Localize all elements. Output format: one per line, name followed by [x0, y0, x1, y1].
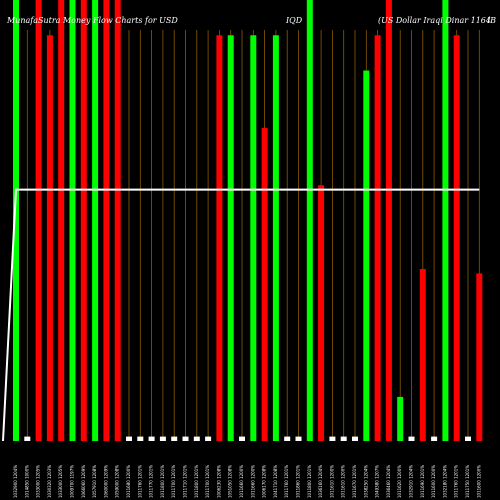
x-tick-label: 1011600 1200% — [431, 465, 436, 498]
x-tick-label: 1011760 1201% — [137, 465, 142, 498]
bar-9 — [103, 0, 110, 441]
bar-19 — [216, 35, 223, 441]
x-tick-label: 1036460 1204% — [386, 465, 391, 498]
x-tick-label: 1033000 1205% — [58, 465, 63, 498]
chart-title-part-4: IB — [486, 16, 496, 25]
x-tick-label: 1011770 1201% — [149, 465, 154, 498]
x-tick-label: 1011860 1201% — [296, 465, 301, 498]
bar-24 — [272, 35, 279, 441]
bar-8 — [92, 0, 99, 441]
bar-26 — [295, 436, 302, 441]
x-tick-label: 1036160 1204% — [318, 465, 323, 498]
bar-35 — [397, 396, 404, 441]
bar-2 — [24, 436, 31, 441]
bar-11 — [126, 436, 132, 441]
bar-30 — [340, 436, 347, 441]
bar-42 — [476, 273, 483, 441]
x-tick-label: 1041710 1208% — [273, 465, 278, 498]
bar-22 — [250, 35, 257, 441]
x-tick-label: 1011750 1201% — [465, 465, 470, 498]
x-tick-label: 1032180 1204% — [442, 465, 447, 498]
bar-23 — [261, 127, 268, 441]
chart-title-part-3: (US Dollar Iraqi Dinar 1164 — [378, 16, 491, 25]
bar-29 — [329, 436, 336, 441]
bar-1 — [13, 0, 19, 441]
bar-17 — [193, 436, 200, 441]
bar-31 — [352, 436, 358, 441]
line-layer — [2, 188, 480, 442]
x-tick-label: 1032910 1204% — [409, 465, 414, 498]
bar-15 — [171, 436, 178, 441]
x-tick-label: 1011620 1200% — [397, 465, 402, 498]
money-flow-line — [2, 188, 480, 442]
x-tick-label: 1014850 1000% — [24, 465, 29, 498]
bar-10 — [114, 0, 121, 441]
bars-layer — [13, 0, 483, 441]
x-tick-label: 1011660 1200% — [239, 465, 244, 498]
bar-33 — [374, 35, 381, 441]
x-tick-label: 1011700 1201% — [171, 465, 176, 498]
x-tick-label: 1011670 1201% — [352, 465, 357, 498]
ticks-layer: 1032900 1204% 1014850 1000% 1033000 1205% 1… — [13, 465, 481, 498]
bar-40 — [453, 35, 460, 441]
bar-13 — [148, 436, 155, 441]
x-tick-label: 1032900 1204% — [13, 465, 18, 498]
bar-18 — [205, 436, 212, 441]
bar-16 — [182, 436, 189, 441]
x-tick-label: 1066060 1209% — [81, 465, 86, 498]
x-tick-label: 1011700 1201% — [205, 465, 210, 498]
x-tick-label: 1011760 1201% — [284, 465, 289, 498]
bar-28 — [318, 185, 325, 441]
bar-7 — [80, 0, 87, 441]
x-tick-label: 1011610 1200% — [341, 465, 346, 498]
chart-title-part-1: MunafaSutra Money Flow Charts for USD — [6, 16, 178, 25]
x-tick-label: 1011800 1201% — [194, 465, 199, 498]
x-tick-label: 1011680 1200% — [126, 465, 131, 498]
bar-21 — [239, 436, 245, 441]
x-tick-label: 1006170 1208% — [262, 465, 267, 498]
x-tick-label: 1011710 1201% — [183, 465, 188, 498]
x-tick-label: 1011760 1201% — [454, 465, 459, 498]
x-tick-label: 1011690 1201% — [420, 465, 425, 498]
x-tick-label: 1051050 1208% — [228, 465, 233, 498]
title-layer: MunafaSutra Money Flow Charts for USD IQ… — [6, 16, 496, 25]
bar-41 — [465, 436, 471, 441]
bar-5 — [58, 0, 65, 441]
bar-39 — [442, 0, 449, 441]
x-tick-label: 1038250 1204% — [363, 465, 368, 498]
bar-36 — [408, 436, 415, 441]
bar-37 — [419, 269, 426, 441]
bar-34 — [385, 0, 392, 441]
x-tick-label: 1009700 1197% — [70, 465, 75, 498]
bar-4 — [46, 35, 53, 441]
bar-14 — [159, 436, 166, 441]
x-tick-label: 1033000 1205% — [36, 465, 41, 498]
bar-38 — [431, 436, 438, 441]
x-tick-label: 1011610 1200% — [329, 465, 334, 498]
x-tick-label: 1011800 1201% — [160, 465, 165, 498]
bar-6 — [69, 0, 76, 441]
bar-20 — [227, 35, 234, 441]
bar-3 — [35, 0, 42, 441]
x-tick-label: 1011800 1201% — [307, 465, 312, 498]
x-tick-label: 1060000 1209% — [103, 465, 108, 498]
x-tick-label: 1059000 1208% — [115, 465, 120, 498]
x-tick-label: 1006230 1208% — [216, 465, 221, 498]
chart-title-part-2: IQD — [285, 16, 303, 25]
x-tick-label: 1049380 1207% — [375, 465, 380, 498]
x-tick-label: 1057910 1208% — [92, 465, 97, 498]
bar-27 — [306, 0, 313, 441]
bar-32 — [363, 70, 370, 441]
bar-12 — [137, 436, 144, 441]
x-tick-label: 1011600 1200% — [476, 465, 481, 498]
bar-25 — [284, 436, 291, 441]
x-tick-label: 1030320 1203% — [47, 465, 52, 498]
x-tick-label: 1011660 1200% — [250, 465, 255, 498]
